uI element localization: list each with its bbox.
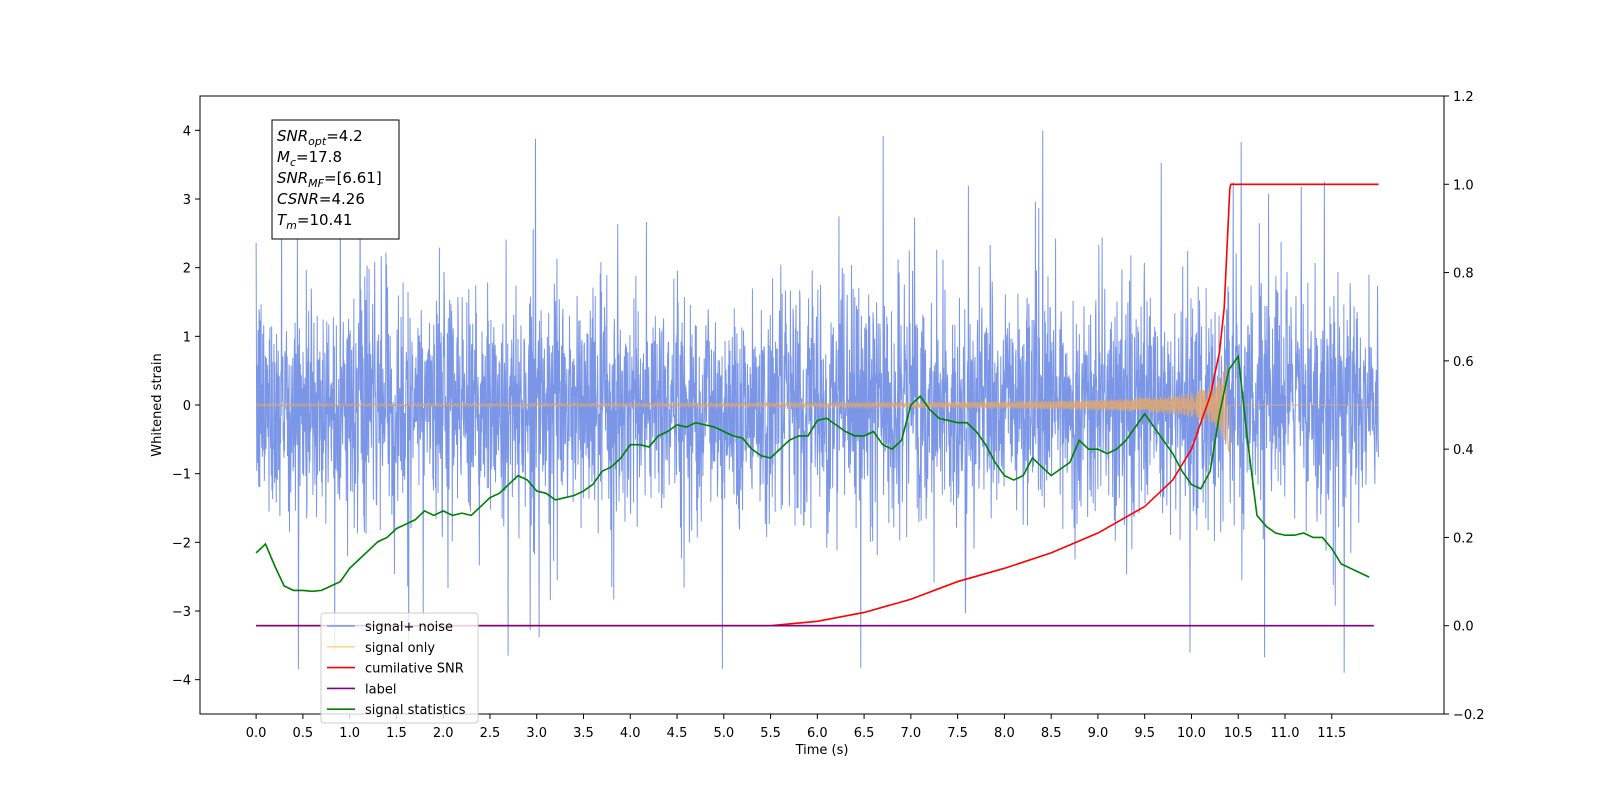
- x-tick-label: 10.0: [1177, 726, 1206, 741]
- series-signal-only: [255, 363, 1379, 452]
- x-tick-label: 3.0: [526, 726, 547, 741]
- x-tick-label: 7.5: [947, 726, 968, 741]
- x-tick-label: 11.5: [1317, 726, 1346, 741]
- y-axis-right: −0.2 0.0 0.2 0.4 0.6 0.8 1.0 1.2: [1444, 90, 1485, 723]
- x-tick-label: 1.5: [386, 726, 407, 741]
- y-axis-left: −4 −3 −2 −1 0 1 2 3 4: [172, 124, 200, 689]
- legend-entry: label: [365, 682, 396, 697]
- y2-tick-label: 0.2: [1453, 531, 1474, 546]
- x-tick-label: 11.0: [1271, 726, 1300, 741]
- x-axis-label: Time (s): [795, 743, 849, 758]
- stats-line: CSNR=4.26: [277, 190, 365, 208]
- y-tick-label: −3: [172, 605, 191, 620]
- x-tick-label: 5.5: [760, 726, 781, 741]
- x-tick-label: 10.5: [1224, 726, 1253, 741]
- x-tick-label: 1.0: [339, 726, 360, 741]
- x-tick-label: 8.5: [1041, 726, 1062, 741]
- y-tick-label: −2: [172, 536, 191, 551]
- legend-entry: signal only: [365, 641, 435, 656]
- y-tick-label: 1: [183, 330, 191, 345]
- stats-line: SNRopt=4.2: [277, 127, 363, 148]
- x-tick-label: 4.5: [667, 726, 688, 741]
- x-tick-label: 0.0: [246, 726, 267, 741]
- x-tick-label: 2.0: [433, 726, 454, 741]
- x-tick-label: 6.5: [854, 726, 875, 741]
- x-tick-label: 7.0: [901, 726, 922, 741]
- x-tick-label: 4.0: [620, 726, 641, 741]
- legend-entry: signal statistics: [365, 703, 466, 718]
- x-tick-label: 8.0: [994, 726, 1015, 741]
- y-tick-label: −1: [172, 468, 191, 483]
- series-signal-statistics: [255, 354, 1370, 593]
- y-tick-label: 3: [183, 193, 191, 208]
- y-tick-label: 0: [183, 399, 191, 414]
- x-tick-label: 6.0: [807, 726, 828, 741]
- x-tick-label: 2.5: [480, 726, 501, 741]
- y2-tick-label: 1.0: [1453, 178, 1474, 193]
- y-tick-label: 2: [183, 262, 191, 277]
- x-tick-label: 3.5: [573, 726, 594, 741]
- legend-frame: [320, 612, 479, 724]
- y2-tick-label: 0.0: [1453, 620, 1474, 635]
- stats-box-frame: [271, 119, 400, 240]
- x-tick-label: 9.5: [1134, 726, 1155, 741]
- y2-tick-label: 1.2: [1453, 90, 1474, 105]
- x-tick-label: 5.0: [713, 726, 734, 741]
- y2-tick-label: 0.8: [1453, 267, 1474, 282]
- legend-entry: signal+ noise: [365, 620, 453, 635]
- stats-line: Tm=10.41: [277, 211, 352, 232]
- y-tick-label: 4: [183, 124, 191, 139]
- x-tick-label: 9.0: [1088, 726, 1109, 741]
- series-cumulative-snr: [256, 183, 1379, 627]
- legend: signal+ noise signal only cumilative SNR la…: [320, 612, 479, 724]
- x-axis: 0.0 0.5 1.0 1.5 2.0 2.5 3.0 3.5 4.0 4.5 5.0 5.5 6.0 6…: [246, 714, 1346, 741]
- stats-line: Mc=17.8: [277, 148, 342, 169]
- legend-entry: cumilative SNR: [365, 662, 464, 677]
- y2-tick-label: −0.2: [1453, 708, 1485, 723]
- y-axis-label: Whitened strain: [150, 353, 165, 456]
- y2-tick-label: 0.4: [1453, 443, 1474, 458]
- y2-tick-label: 0.6: [1453, 355, 1474, 370]
- stats-line: SNRMF=[6.61]: [277, 169, 382, 190]
- x-tick-label: 0.5: [293, 726, 314, 741]
- y-tick-label: −4: [172, 674, 191, 689]
